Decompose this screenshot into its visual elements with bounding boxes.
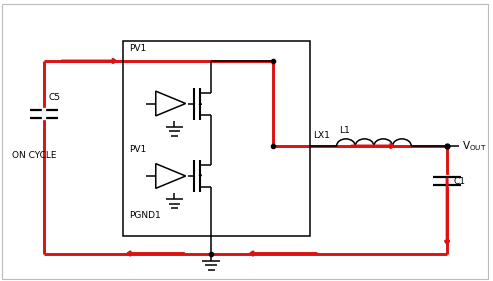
Text: PV1: PV1: [129, 144, 146, 153]
Text: PGND1: PGND1: [129, 211, 161, 220]
Text: L1: L1: [339, 126, 350, 135]
Text: LX1: LX1: [314, 131, 330, 140]
Text: C1: C1: [453, 176, 465, 185]
Text: PV1: PV1: [129, 44, 146, 53]
Text: $\mathregular{V_{OUT}}$: $\mathregular{V_{OUT}}$: [462, 139, 487, 153]
Bar: [123, 41, 310, 236]
Text: C5: C5: [48, 94, 60, 103]
Text: ON CYCLE: ON CYCLE: [12, 151, 57, 160]
